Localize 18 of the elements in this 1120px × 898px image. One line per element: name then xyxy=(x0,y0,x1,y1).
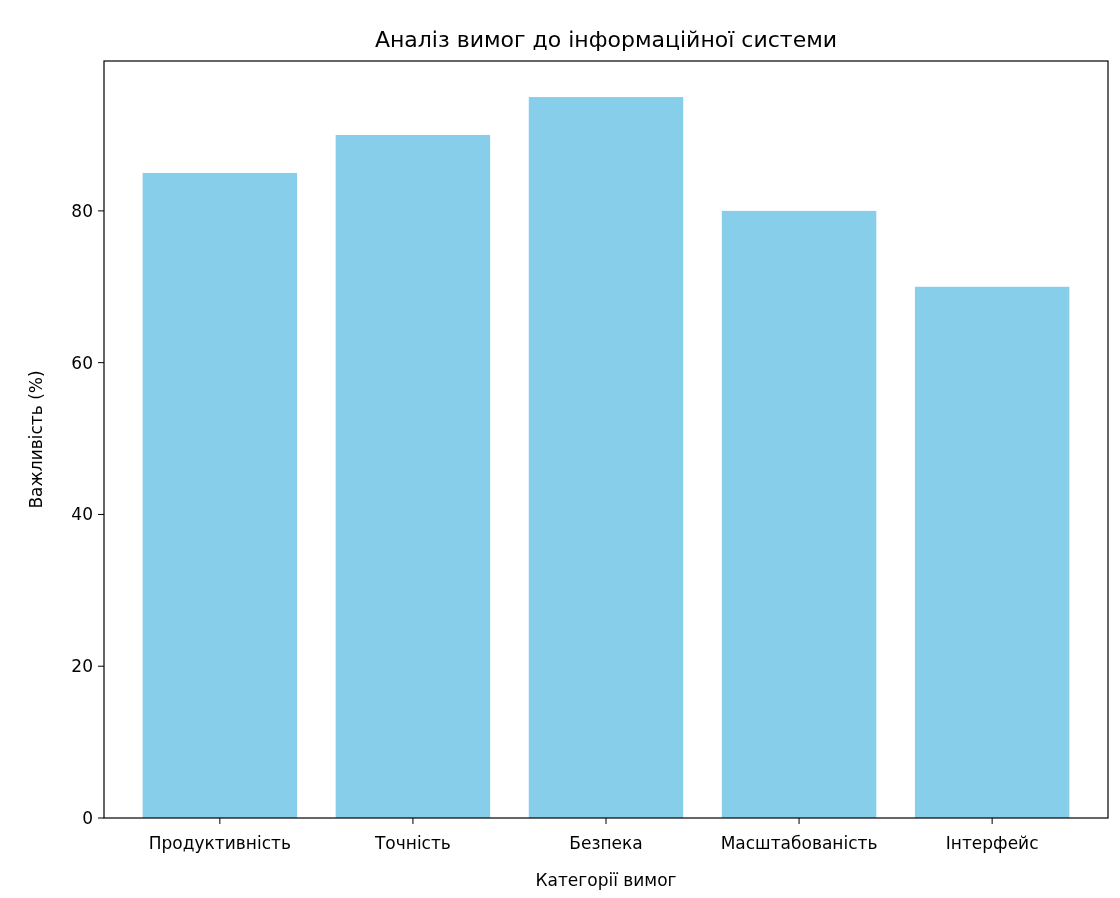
bar xyxy=(335,134,491,818)
chart-title: Аналіз вимог до інформаційної системи xyxy=(374,27,838,52)
y-tick-label: 40 xyxy=(71,504,93,525)
y-tick-label: 80 xyxy=(71,200,93,221)
bar xyxy=(914,286,1070,818)
bar xyxy=(721,210,877,818)
bar xyxy=(528,97,684,818)
y-axis-title: Важливість (%) xyxy=(26,370,46,509)
x-tick-label: Інтерфейс xyxy=(945,833,1039,853)
y-tick-label: 20 xyxy=(71,656,93,677)
x-tick-label: Продуктивність xyxy=(148,833,291,853)
x-axis-title: Категорії вимог xyxy=(535,870,677,890)
x-tick-label: Безпека xyxy=(569,833,643,853)
y-tick-label: 0 xyxy=(82,807,93,828)
y-tick-label: 60 xyxy=(71,352,93,373)
x-tick-label: Точність xyxy=(373,833,451,853)
bar xyxy=(142,172,298,818)
x-tick-label: Масштабованість xyxy=(720,833,878,853)
